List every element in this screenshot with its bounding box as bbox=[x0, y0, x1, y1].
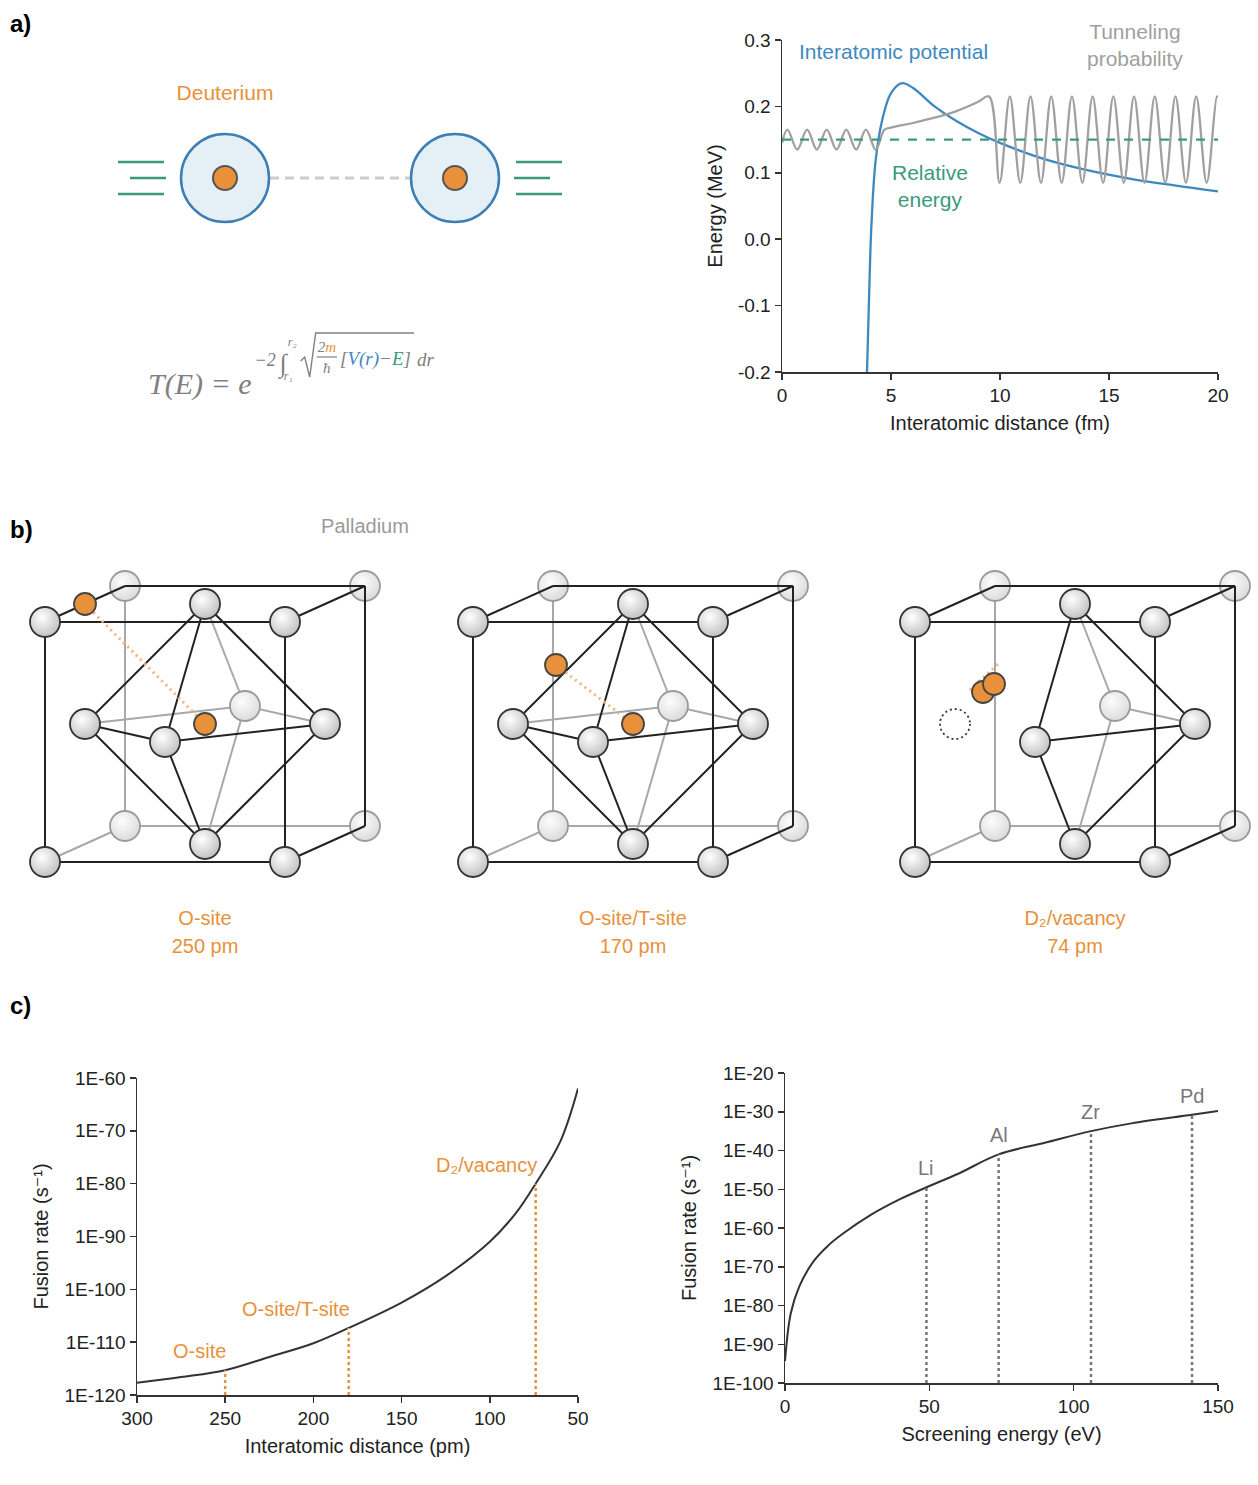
svg-text:1E-100: 1E-100 bbox=[712, 1373, 773, 1394]
svg-text:-0.2: -0.2 bbox=[738, 362, 771, 383]
svg-text:0: 0 bbox=[777, 385, 788, 406]
svg-text:D₂/vacancy: D₂/vacancy bbox=[436, 1154, 537, 1176]
svg-text:Interatomic distance (pm): Interatomic distance (pm) bbox=[245, 1435, 471, 1457]
svg-text:D₂/vacancy: D₂/vacancy bbox=[1024, 907, 1125, 929]
svg-text:0.2: 0.2 bbox=[744, 96, 770, 117]
svg-text:300: 300 bbox=[121, 1408, 153, 1429]
svg-text:Deuterium: Deuterium bbox=[177, 81, 274, 104]
svg-text:170 pm: 170 pm bbox=[600, 935, 667, 957]
svg-text:r₂: r₂ bbox=[288, 335, 297, 349]
svg-text:O-site/T-site: O-site/T-site bbox=[242, 1298, 350, 1320]
svg-text:Fusion rate (s⁻¹): Fusion rate (s⁻¹) bbox=[30, 1163, 52, 1309]
svg-text:50: 50 bbox=[919, 1396, 940, 1417]
svg-text:1E-100: 1E-100 bbox=[64, 1279, 125, 1300]
svg-text:50: 50 bbox=[567, 1408, 588, 1429]
svg-text:1E-40: 1E-40 bbox=[723, 1140, 774, 1161]
svg-text:1E-60: 1E-60 bbox=[75, 1068, 126, 1089]
svg-text:ħ: ħ bbox=[323, 360, 331, 376]
svg-text:O-site: O-site bbox=[173, 1340, 226, 1362]
svg-text:15: 15 bbox=[1098, 385, 1119, 406]
svg-text:1E-90: 1E-90 bbox=[75, 1226, 126, 1247]
svg-text:Energy (MeV): Energy (MeV) bbox=[704, 144, 726, 267]
svg-text:100: 100 bbox=[474, 1408, 506, 1429]
svg-text:Palladium: Palladium bbox=[321, 515, 409, 537]
svg-text:-0.1: -0.1 bbox=[738, 295, 771, 316]
svg-text:0: 0 bbox=[780, 1396, 791, 1417]
svg-text:dr: dr bbox=[417, 349, 435, 370]
svg-text:1E-50: 1E-50 bbox=[723, 1179, 774, 1200]
svg-text:O-site: O-site bbox=[178, 907, 231, 929]
svg-text:Screening energy (eV): Screening energy (eV) bbox=[901, 1423, 1101, 1445]
svg-text:Relativeenergy: Relativeenergy bbox=[892, 161, 968, 211]
svg-text:200: 200 bbox=[298, 1408, 330, 1429]
svg-text:r₁: r₁ bbox=[284, 369, 293, 383]
svg-text:a): a) bbox=[10, 10, 31, 37]
svg-text:2m: 2m bbox=[318, 339, 337, 355]
svg-text:Zr: Zr bbox=[1081, 1101, 1100, 1123]
svg-text:T(E) = e: T(E) = e bbox=[148, 367, 252, 401]
svg-text:0.3: 0.3 bbox=[744, 30, 770, 51]
svg-text:O-site/T-site: O-site/T-site bbox=[579, 907, 687, 929]
svg-text:1E-60: 1E-60 bbox=[723, 1218, 774, 1239]
svg-text:0.1: 0.1 bbox=[744, 162, 770, 183]
svg-text:1E-110: 1E-110 bbox=[66, 1332, 126, 1353]
svg-text:1E-20: 1E-20 bbox=[723, 1063, 774, 1084]
svg-text:20: 20 bbox=[1207, 385, 1228, 406]
svg-text:Li: Li bbox=[918, 1157, 934, 1179]
svg-text:Interatomic potential: Interatomic potential bbox=[799, 40, 988, 63]
svg-text:100: 100 bbox=[1058, 1396, 1090, 1417]
svg-text:150: 150 bbox=[1202, 1396, 1234, 1417]
svg-text:0.0: 0.0 bbox=[744, 229, 770, 250]
svg-text:5: 5 bbox=[886, 385, 897, 406]
svg-text:Pd: Pd bbox=[1180, 1085, 1204, 1107]
svg-text:1E-80: 1E-80 bbox=[723, 1295, 774, 1316]
svg-text:Interatomic distance (fm): Interatomic distance (fm) bbox=[890, 412, 1110, 434]
svg-text:Al: Al bbox=[990, 1124, 1008, 1146]
svg-text:74 pm: 74 pm bbox=[1047, 935, 1103, 957]
svg-text:250: 250 bbox=[209, 1408, 241, 1429]
svg-text:Tunnelingprobability: Tunnelingprobability bbox=[1087, 20, 1183, 70]
svg-text:1E-80: 1E-80 bbox=[75, 1173, 126, 1194]
svg-text:250 pm: 250 pm bbox=[172, 935, 239, 957]
svg-text:1E-70: 1E-70 bbox=[75, 1120, 126, 1141]
svg-text:−2: −2 bbox=[255, 350, 276, 370]
svg-text:[V(r)−E]: [V(r)−E] bbox=[340, 348, 411, 370]
svg-text:1E-90: 1E-90 bbox=[723, 1334, 774, 1355]
svg-text:10: 10 bbox=[989, 385, 1010, 406]
svg-text:150: 150 bbox=[386, 1408, 418, 1429]
svg-text:1E-120: 1E-120 bbox=[64, 1385, 125, 1406]
svg-text:c): c) bbox=[10, 992, 31, 1019]
svg-text:1E-30: 1E-30 bbox=[723, 1101, 774, 1122]
svg-text:b): b) bbox=[10, 516, 33, 543]
svg-text:Fusion rate (s⁻¹): Fusion rate (s⁻¹) bbox=[678, 1155, 700, 1301]
svg-text:1E-70: 1E-70 bbox=[723, 1256, 774, 1277]
